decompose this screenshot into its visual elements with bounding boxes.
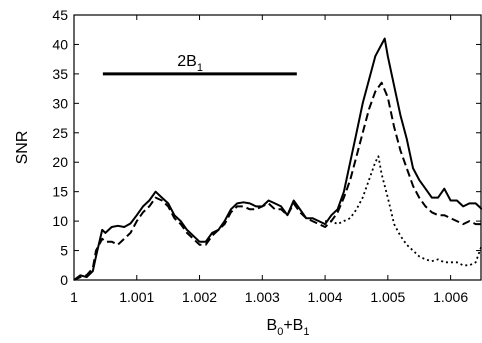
y-tick-label: 0 bbox=[60, 272, 68, 288]
y-tick-label: 35 bbox=[52, 66, 68, 82]
annotation-label-main: 2B bbox=[177, 53, 197, 70]
plot-frame bbox=[73, 14, 482, 281]
x-tick-label: 1.006 bbox=[433, 289, 468, 305]
y-axis-title: SNR bbox=[14, 131, 31, 165]
annotation-label: 2B1 bbox=[177, 53, 203, 74]
y-tick-label: 30 bbox=[52, 95, 68, 111]
x-axis-title: B0+B1 bbox=[267, 317, 310, 338]
x-tick-label: 1.003 bbox=[245, 289, 280, 305]
series-layer bbox=[73, 37, 482, 281]
x-tick-label: 1.001 bbox=[119, 289, 154, 305]
y-tick-label: 25 bbox=[52, 125, 68, 141]
y-tick-label: 10 bbox=[52, 213, 68, 229]
y-tick-label: 45 bbox=[52, 7, 68, 23]
series-line-solid bbox=[73, 37, 482, 281]
y-tick-label: 5 bbox=[60, 243, 68, 259]
x-tick-label: 1.002 bbox=[182, 289, 217, 305]
y-tick-label: 15 bbox=[52, 184, 68, 200]
annotation-label-sub: 1 bbox=[197, 62, 203, 74]
x-axis-title-sub: 1 bbox=[303, 326, 309, 338]
x-axis-title-part: B bbox=[267, 317, 278, 334]
x-tick-label: 1 bbox=[70, 289, 78, 305]
y-axis: 0 5 10 15 20 25 30 35 40 45 bbox=[52, 7, 481, 288]
series-line-dotted bbox=[325, 155, 482, 267]
x-tick-label: 1.005 bbox=[370, 289, 405, 305]
y-tick-label: 40 bbox=[52, 36, 68, 52]
x-axis-title-part: +B bbox=[283, 317, 303, 334]
x-axis-title-sub: 0 bbox=[277, 326, 283, 338]
x-axis: 1 1.001 1.002 1.003 1.004 1.005 1.006 bbox=[70, 15, 468, 305]
series-line-dashed bbox=[73, 81, 482, 281]
x-tick-label: 1.004 bbox=[308, 289, 343, 305]
y-tick-label: 20 bbox=[52, 154, 68, 170]
